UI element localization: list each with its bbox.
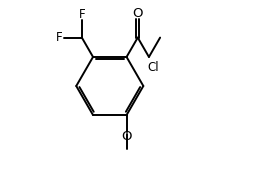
- Text: F: F: [56, 31, 62, 44]
- Text: O: O: [121, 130, 132, 143]
- Text: O: O: [133, 7, 143, 20]
- Text: Cl: Cl: [147, 61, 158, 74]
- Text: F: F: [78, 8, 85, 21]
